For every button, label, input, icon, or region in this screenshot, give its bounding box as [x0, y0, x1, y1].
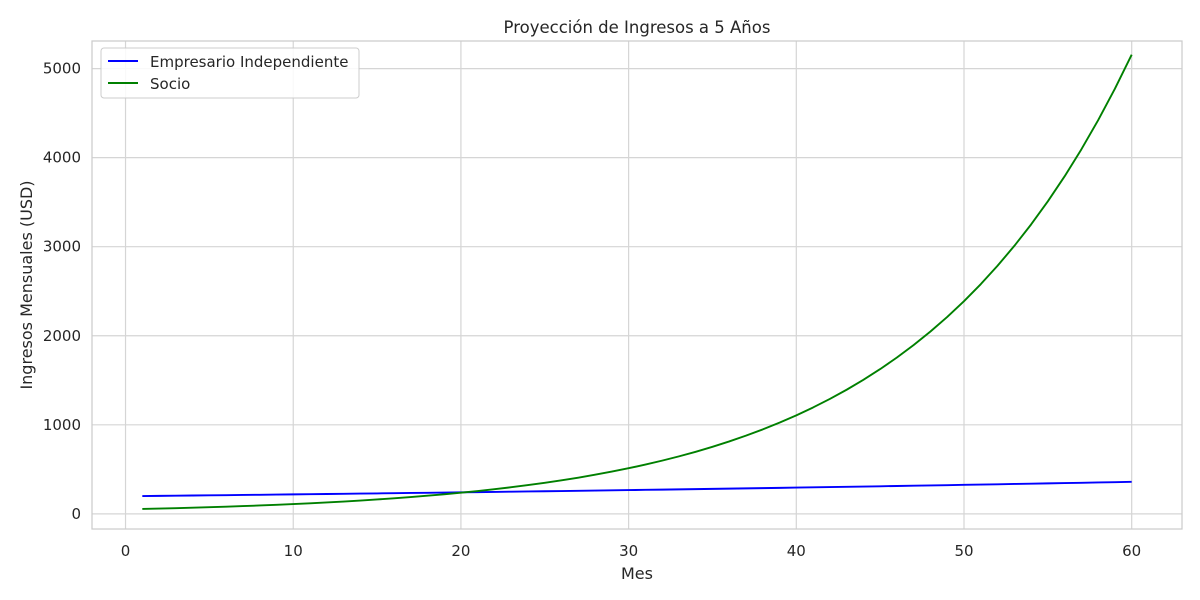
- y-tick-label: 2000: [43, 327, 81, 345]
- x-tick-labels: 0 10 20 30 40 50 60: [121, 542, 1141, 560]
- grid: [92, 41, 1182, 529]
- y-tick-label: 3000: [43, 238, 81, 256]
- legend-label-socio: Socio: [150, 75, 190, 93]
- x-tick-label: 30: [619, 542, 638, 560]
- legend-box: [100, 47, 360, 99]
- legend: Empresario Independiente Socio: [100, 47, 360, 99]
- series-line-empresario: [142, 480, 1132, 497]
- y-tick-label: 5000: [43, 60, 81, 78]
- y-tick-label: 0: [71, 505, 81, 523]
- x-tick-label: 60: [1122, 542, 1141, 560]
- x-tick-label: 10: [284, 542, 303, 560]
- series-line-socio: [142, 54, 1133, 510]
- x-tick-label: 0: [121, 542, 131, 560]
- y-tick-label: 1000: [43, 416, 81, 434]
- x-axis-label: Mes: [621, 564, 653, 583]
- plot-frame: [91, 40, 1183, 530]
- y-tick-label: 4000: [43, 149, 81, 167]
- series-layer: [142, 54, 1133, 510]
- x-tick-label: 50: [954, 542, 973, 560]
- y-tick-labels: 0 1000 2000 3000 4000 5000: [43, 60, 81, 523]
- x-tick-label: 40: [787, 542, 806, 560]
- y-axis-label: Ingresos Mensuales (USD): [17, 180, 36, 389]
- x-tick-label: 20: [451, 542, 470, 560]
- chart-title: Proyección de Ingresos a 5 Años: [504, 18, 771, 37]
- legend-label-empresario: Empresario Independiente: [150, 53, 348, 71]
